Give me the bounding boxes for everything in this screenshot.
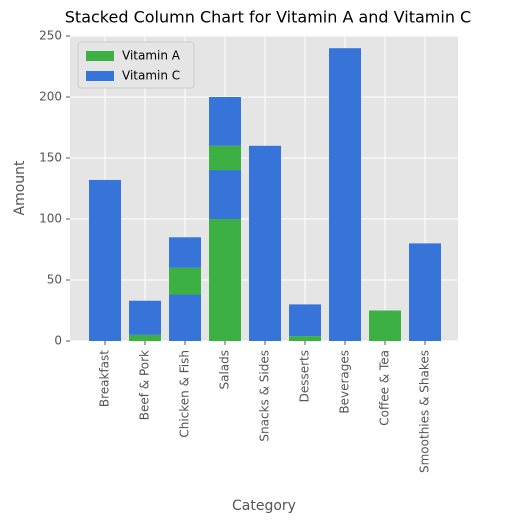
x-tick-label: Desserts bbox=[298, 350, 312, 402]
bar bbox=[209, 170, 241, 219]
y-tick-label: 200 bbox=[39, 90, 62, 104]
bar bbox=[169, 294, 201, 341]
bar bbox=[289, 336, 321, 341]
bar bbox=[409, 243, 441, 341]
y-tick-label: 100 bbox=[39, 212, 62, 226]
y-tick-label: 150 bbox=[39, 151, 62, 165]
y-axis-label: Amount bbox=[12, 160, 28, 216]
bar bbox=[329, 48, 361, 341]
legend-label: Vitamin A bbox=[122, 49, 181, 63]
bar bbox=[209, 97, 241, 146]
bar bbox=[289, 304, 321, 337]
y-tick-label: 0 bbox=[54, 334, 62, 348]
chart-title: Stacked Column Chart for Vitamin A and V… bbox=[65, 8, 471, 27]
x-tick-label: Beef & Pork bbox=[138, 350, 152, 420]
bar bbox=[169, 237, 201, 268]
y-tick-label: 250 bbox=[39, 29, 62, 43]
bar bbox=[129, 300, 161, 335]
x-tick-label: Snacks & Sides bbox=[258, 350, 272, 442]
x-tick-label: Beverages bbox=[338, 350, 352, 414]
x-tick-label: Breakfast bbox=[98, 350, 112, 407]
bar bbox=[89, 179, 121, 341]
legend-swatch bbox=[86, 71, 114, 81]
bar bbox=[129, 334, 161, 341]
x-tick-label: Smoothies & Shakes bbox=[418, 350, 432, 473]
legend-label: Vitamin C bbox=[122, 69, 180, 83]
x-tick-label: Chicken & Fish bbox=[178, 350, 192, 438]
bar bbox=[249, 145, 281, 341]
legend-swatch bbox=[86, 51, 114, 61]
x-tick-label: Salads bbox=[218, 350, 232, 390]
bar bbox=[369, 310, 401, 341]
x-axis-label: Category bbox=[232, 498, 296, 514]
y-tick-label: 50 bbox=[47, 273, 62, 287]
x-tick-label: Coffee & Tea bbox=[378, 350, 392, 426]
